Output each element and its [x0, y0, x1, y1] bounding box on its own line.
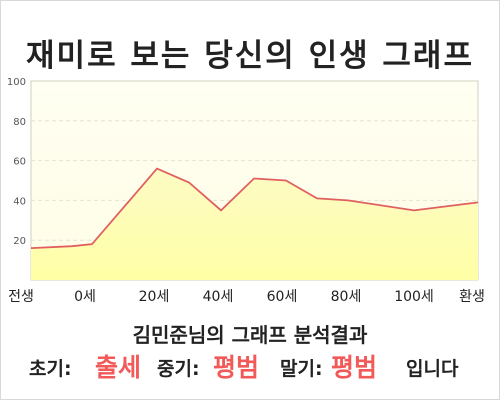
x-tick-label: 40세 [203, 289, 234, 305]
y-tick-label: 80 [13, 117, 26, 128]
y-tick-label: 40 [13, 196, 26, 207]
analysis-subtitle: 김민준님의 그래프 분석결과 [132, 323, 368, 347]
verdict-line: 초기: 출세 중기: 평범 말기: 평범 입니다 [0, 348, 500, 382]
y-tick-label: 20 [13, 236, 26, 247]
page-title: 재미로 보는 당신의 인생 그래프 [26, 38, 474, 74]
early-value: 출세 [95, 353, 142, 382]
x-tick-labels: 전생 0세 20세 40세 60세 80세 100세 환생 [8, 289, 485, 305]
y-tick-label: 100 [7, 77, 26, 88]
x-tick-label: 20세 [139, 289, 170, 305]
x-tick-label: 0세 [74, 289, 96, 305]
x-tick-label: 전생 [8, 289, 34, 305]
mid-value: 평범 [213, 353, 260, 382]
life-area-fill [31, 168, 478, 280]
late-value: 평범 [331, 353, 378, 382]
x-tick-label: 60세 [267, 289, 298, 305]
y-tick-label: 60 [13, 157, 26, 168]
life-line [30, 167, 479, 250]
y-tick-labels: 20 40 60 80 100 [7, 77, 26, 247]
x-tick-label: 80세 [331, 289, 362, 305]
verdict-suffix: 입니다 [406, 358, 459, 380]
x-tick-label: 100세 [394, 289, 434, 305]
early-label: 초기: [29, 358, 72, 380]
mid-label: 중기: [157, 358, 200, 380]
late-label: 말기: [280, 358, 323, 380]
x-tick-label: 환생 [459, 289, 485, 305]
